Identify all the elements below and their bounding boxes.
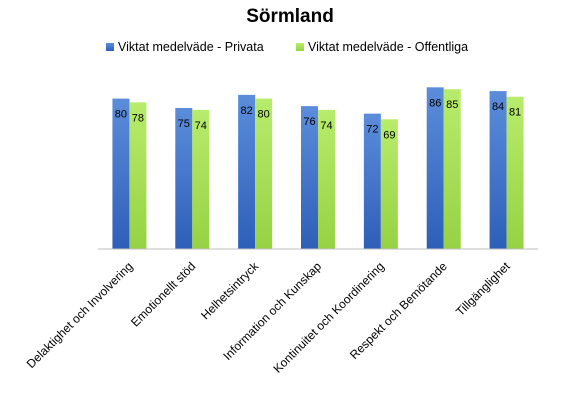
bar-offentliga-6 xyxy=(506,96,524,249)
chart-title: Sörmland xyxy=(246,6,334,27)
legend-swatch-privata xyxy=(106,43,114,51)
data-label-offentliga-6: 81 xyxy=(509,107,521,119)
data-label-offentliga-5: 85 xyxy=(446,99,458,111)
bar-privata-5 xyxy=(426,87,444,249)
data-labels-group: 80 78 75 74 82 80 76 74 72 69 86 85 84 81 xyxy=(115,97,521,141)
legend-swatch-offentliga xyxy=(296,43,304,51)
data-label-offentliga-3: 74 xyxy=(320,120,332,132)
data-label-privata-0: 80 xyxy=(115,109,127,121)
bar-offentliga-0 xyxy=(129,102,147,249)
bar-offentliga-2 xyxy=(255,98,273,249)
legend: Viktat medelväde - Privata Viktat medelv… xyxy=(106,40,468,54)
x-tick-label-4: Kontinuitet och Koordinering xyxy=(270,259,387,376)
x-tick-label-2: Helhetsintryck xyxy=(198,259,262,323)
bar-offentliga-3 xyxy=(318,109,335,249)
bar-privata-2 xyxy=(238,94,256,249)
x-tick-label-0: Delaktighet och Involvering xyxy=(24,259,136,371)
bar-privata-0 xyxy=(112,98,130,249)
bar-offentliga-1 xyxy=(192,109,210,249)
data-label-privata-1: 75 xyxy=(178,118,190,130)
data-label-privata-3: 76 xyxy=(303,116,315,128)
data-label-privata-4: 72 xyxy=(366,124,378,136)
legend-label-privata: Viktat medelväde - Privata xyxy=(118,40,264,54)
data-label-offentliga-2: 80 xyxy=(258,109,270,121)
bars-group xyxy=(112,87,524,250)
data-label-offentliga-1: 74 xyxy=(195,120,207,132)
data-label-privata-6: 84 xyxy=(492,101,504,113)
legend-label-offentliga: Viktat medelväde - Offentliga xyxy=(308,40,468,54)
bar-privata-3 xyxy=(301,106,318,250)
bar-privata-6 xyxy=(489,91,507,249)
data-label-privata-2: 82 xyxy=(241,105,253,117)
data-label-privata-5: 86 xyxy=(429,97,441,109)
bar-privata-1 xyxy=(175,108,193,249)
bar-offentliga-4 xyxy=(380,119,398,249)
bar-offentliga-5 xyxy=(443,89,461,249)
data-label-offentliga-0: 78 xyxy=(132,112,144,124)
x-tick-label-1: Emotionellt stöd xyxy=(128,259,198,329)
x-tick-label-6: Tillgänglighet xyxy=(453,259,513,319)
data-label-offentliga-4: 69 xyxy=(383,129,395,141)
bar-privata-4 xyxy=(363,113,381,249)
